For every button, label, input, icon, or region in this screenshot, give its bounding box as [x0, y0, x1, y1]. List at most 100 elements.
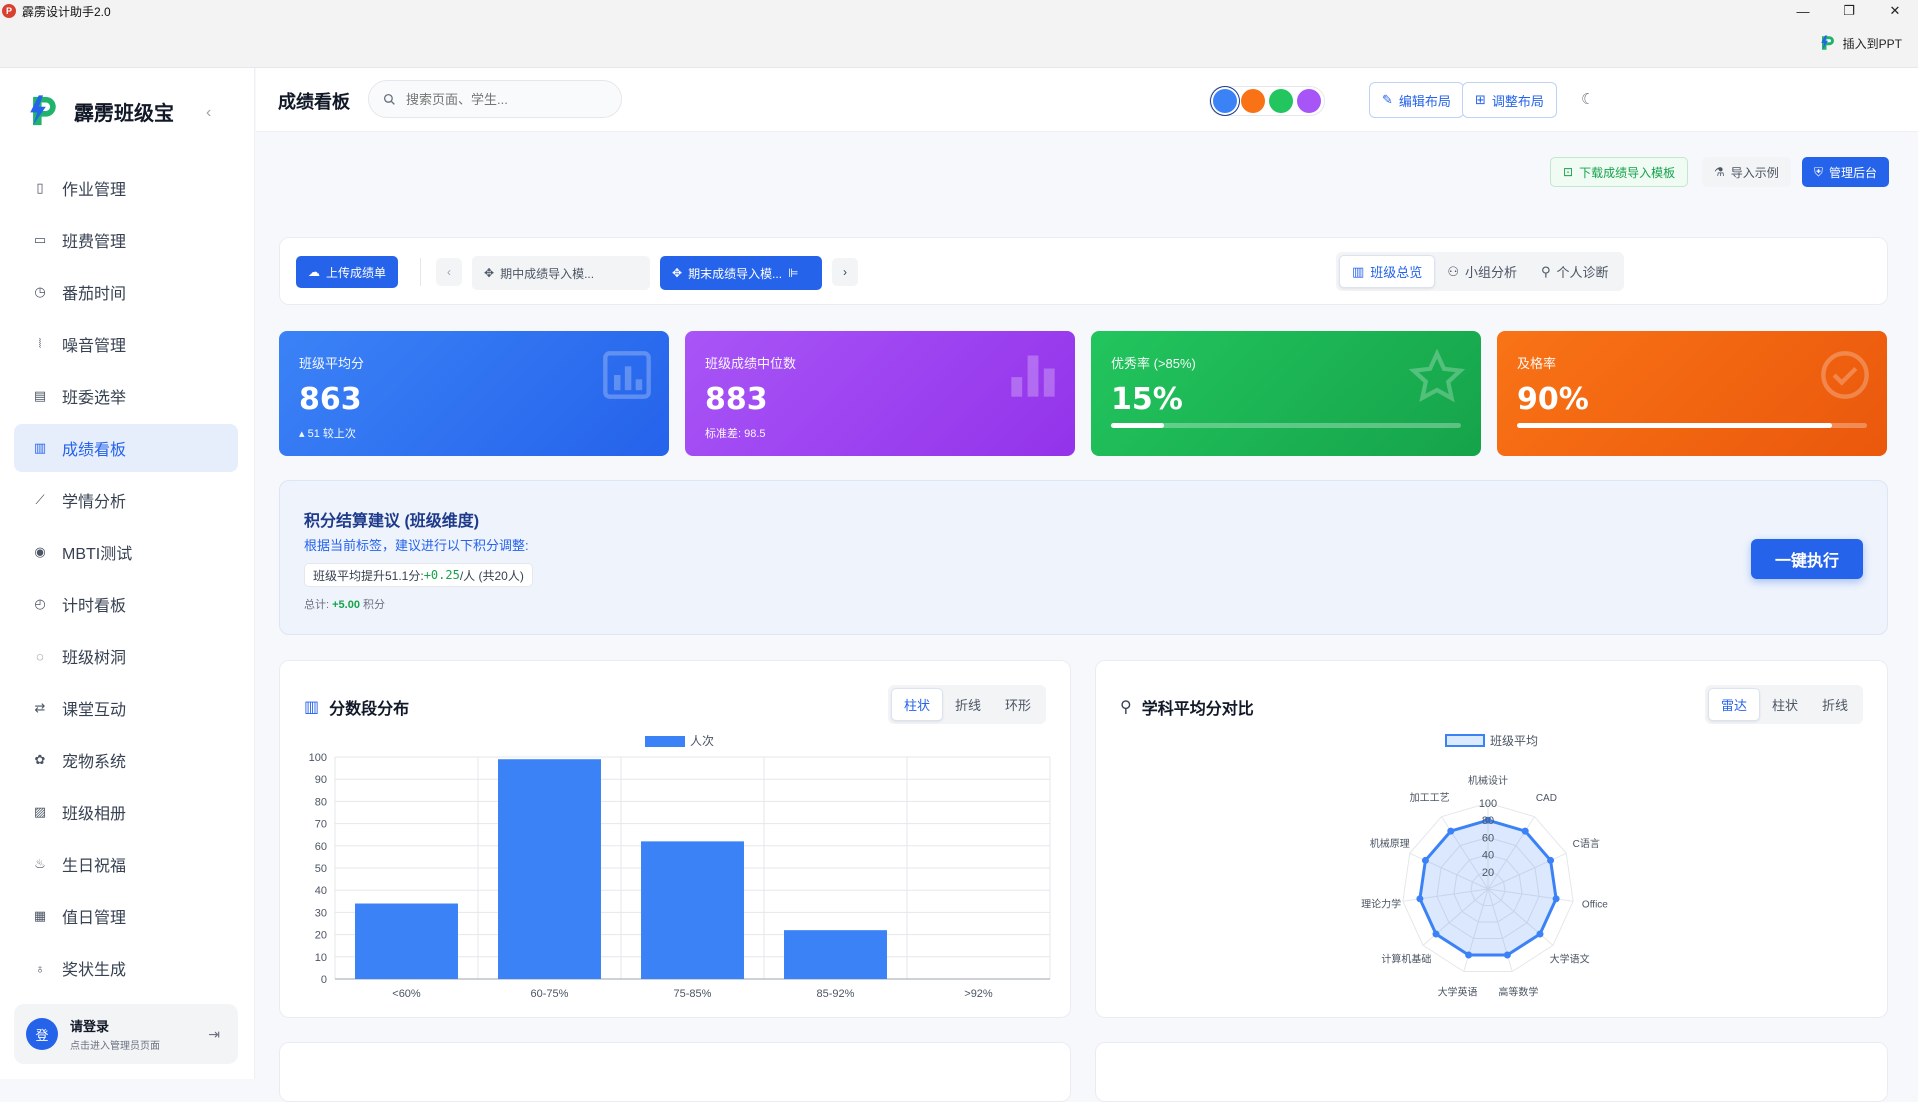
next-panel-right [1095, 1042, 1888, 1102]
sidebar-item-label: 噪音管理 [62, 338, 127, 355]
download-template-button[interactable]: ⊡ 下载成绩导入模板 [1550, 157, 1689, 187]
sidebar-nav: ▯ 作业管理 ▭ 班费管理 ◷ 番茄时间 ⦚ 噪音管理 ▤ 班委选举 ▥ 成绩看板 ⟋ 学情分析 ◉ MBTI… [14, 164, 238, 996]
sidebar-item-1[interactable]: ▭ 班费管理 [14, 216, 238, 264]
chip-prefix: 班级平均提升51.1分: [313, 568, 424, 583]
x-tick-label: >92% [964, 988, 993, 1000]
mode-radar[interactable]: 雷达 [1707, 688, 1760, 721]
y-tick-label: 0 [321, 974, 327, 986]
sidebar-item-15[interactable]: ♁ 奖状生成 [14, 944, 238, 992]
view-group-analysis[interactable]: ⚇ 小组分析 [1435, 255, 1529, 288]
sidebar-item-14[interactable]: ▦ 值日管理 [14, 892, 238, 940]
radar-point [1547, 856, 1555, 864]
y-tick-label: 10 [315, 952, 327, 964]
user-subtitle: 点击进入管理员页面 [70, 1041, 160, 1052]
insert-ppt-button[interactable]: 插入到PPT [1819, 34, 1902, 52]
tab-prev-button[interactable]: ‹ [436, 258, 462, 286]
mode-bar[interactable]: 柱状 [890, 688, 943, 721]
stat-sub-text: 51 较上次 [307, 428, 356, 440]
theme-color-picker [1209, 86, 1325, 116]
interaction-icon: ⇄ [34, 700, 46, 715]
stat-value: 863 [299, 382, 362, 417]
tab-final-label: 期末成绩导入模... [688, 266, 783, 281]
view-individual-diagnosis[interactable]: ⚲ 个人诊断 [1529, 255, 1621, 288]
moon-icon[interactable]: ☾ [1581, 91, 1595, 108]
sidebar-item-5[interactable]: ▥ 成绩看板 [14, 424, 238, 472]
tab-next-button[interactable]: › [832, 258, 858, 286]
score-chart-title: ▥ 分数段分布 [304, 695, 409, 719]
timer-icon: ◷ [34, 284, 46, 299]
tab-final[interactable]: ✥ 期末成绩导入模... ⊫ [660, 256, 822, 290]
tab-midterm-label: 期中成绩导入模... [500, 266, 595, 281]
score-chart-mode-switcher: 柱状 折线 环形 [887, 685, 1046, 724]
minimize-button[interactable]: — [1796, 3, 1810, 19]
sidebar-item-7[interactable]: ◉ MBTI测试 [14, 528, 238, 576]
stat-value: 90% [1517, 382, 1589, 417]
bar [641, 841, 744, 979]
stat-label: 优秀率 (>85%) [1111, 356, 1196, 371]
y-tick-label: 30 [315, 907, 327, 919]
tab-menu-icon[interactable]: ⊫ [788, 266, 799, 280]
close-button[interactable]: ✕ [1889, 3, 1901, 18]
sidebar-item-label: 值日管理 [62, 910, 127, 927]
theme-color-0[interactable] [1213, 89, 1237, 113]
chart-legend: 班级平均 [1445, 734, 1538, 748]
stat-sub: 标准差: 98.5 [705, 428, 766, 440]
sidebar-item-label: 宠物系统 [62, 754, 127, 771]
radar-point [1484, 816, 1492, 824]
sidebar-item-0[interactable]: ▯ 作业管理 [14, 164, 238, 212]
sidebar-item-2[interactable]: ◷ 番茄时间 [14, 268, 238, 316]
radar-point [1521, 827, 1529, 835]
sidebar-item-13[interactable]: ♨ 生日祝福 [14, 840, 238, 888]
theme-color-2[interactable] [1269, 89, 1293, 113]
theme-color-3[interactable] [1297, 89, 1321, 113]
chip-value: +0.25 [423, 568, 460, 582]
import-example-button[interactable]: ⚗ 导入示例 [1702, 157, 1791, 187]
chat-icon: ◌ [36, 648, 44, 664]
user-card[interactable]: 登 请登录 点击进入管理员页面 ⇥ [14, 1004, 238, 1064]
sidebar-item-12[interactable]: ▨ 班级相册 [14, 788, 238, 836]
sidebar-item-8[interactable]: ◴ 计时看板 [14, 580, 238, 628]
tab-midterm[interactable]: ✥ 期中成绩导入模... [472, 256, 650, 290]
collapse-sidebar-icon[interactable]: ‹ [206, 104, 212, 121]
progress-fill [1111, 423, 1164, 428]
view-group-analysis-label: 小组分析 [1464, 265, 1517, 280]
x-tick-label: 75-85% [674, 988, 712, 1000]
sidebar-item-10[interactable]: ⇄ 课堂互动 [14, 684, 238, 732]
insert-ppt-label: 插入到PPT [1842, 36, 1902, 51]
radar-axis-label: 机械设计 [1468, 774, 1508, 787]
sidebar-item-4[interactable]: ▤ 班委选举 [14, 372, 238, 420]
radar-axis-label: 机械原理 [1370, 837, 1410, 850]
sidebar-item-label: 班级树洞 [62, 650, 127, 667]
mode-line[interactable]: 折线 [1821, 698, 1848, 713]
sidebar-item-6[interactable]: ⟋ 学情分析 [14, 476, 238, 524]
y-tick-label: 70 [315, 819, 327, 831]
search-input[interactable] [406, 91, 596, 107]
mode-line[interactable]: 折线 [954, 698, 981, 713]
radar-tick-label: 100 [1479, 798, 1497, 810]
radar-grid [1453, 854, 1523, 923]
mode-donut[interactable]: 环形 [1004, 698, 1031, 713]
total-prefix: 总计: [304, 599, 333, 611]
admin-button[interactable]: ⛨ 管理后台 [1802, 157, 1890, 187]
score-distribution-panel: ▥ 分数段分布 柱状 折线 环形 人次 0 10 20 30 40 50 60 70 80 90 10… [279, 660, 1071, 1018]
maximize-button[interactable]: ❐ [1843, 3, 1855, 18]
download-icon: ⊡ [1563, 165, 1574, 179]
execute-button[interactable]: 一键执行 [1751, 539, 1863, 579]
mode-bar[interactable]: 柱状 [1771, 698, 1798, 713]
brand-name: 霹雳班级宝 [74, 102, 174, 125]
sidebar-item-11[interactable]: ✿ 宠物系统 [14, 736, 238, 784]
chart-icon: ▥ [304, 699, 320, 716]
sidebar-item-3[interactable]: ⦚ 噪音管理 [14, 320, 238, 368]
adjust-layout-button[interactable]: ⊞ 调整布局 [1462, 82, 1557, 118]
sidebar-item-9[interactable]: ◌ 班级树洞 [14, 632, 238, 680]
stat-card-median: 班级成绩中位数 883 标准差: 98.5 [685, 331, 1075, 456]
radar-tick-label: 20 [1482, 867, 1494, 879]
upload-button[interactable]: ☁ 上传成绩单 [296, 256, 399, 288]
award-icon: ♁ [35, 960, 45, 976]
view-class-overview[interactable]: ▥ 班级总览 [1339, 255, 1436, 288]
logout-icon[interactable]: ⇥ [208, 1026, 220, 1042]
theme-color-1[interactable] [1241, 89, 1265, 113]
edit-layout-button[interactable]: ✎ 编辑布局 [1369, 82, 1464, 118]
radar-axis-label: 高等数学 [1498, 986, 1538, 999]
search-box[interactable] [368, 80, 622, 118]
